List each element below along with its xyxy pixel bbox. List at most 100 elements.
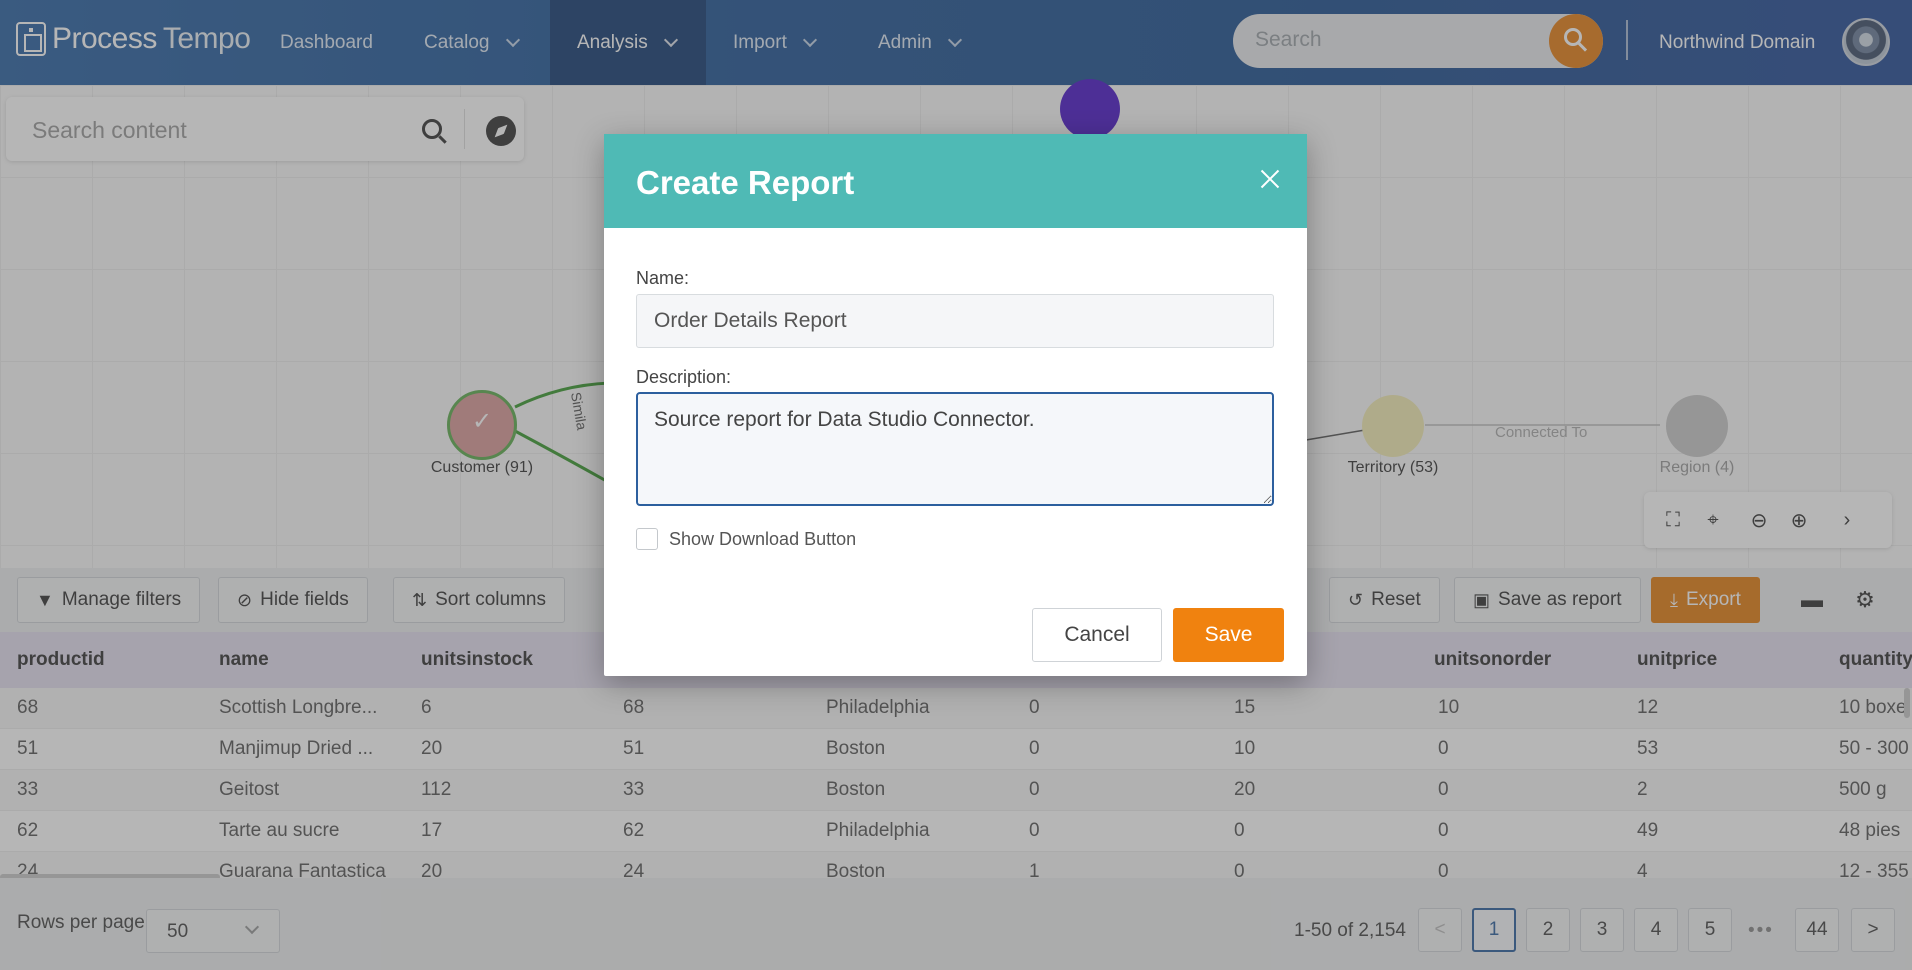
prev-page-button[interactable]: < [1418,908,1462,952]
table-cell: 20 [1234,779,1256,800]
graph-node-customer[interactable]: ✓ [447,390,517,460]
export-button[interactable]: ⤓ Export [1651,577,1760,623]
locate-icon[interactable]: ⌖ [1707,508,1719,531]
table-row[interactable]: 51 Manjimup Dried ... 20 51 Boston 0 10 0 53 50 -… [0,729,1912,770]
dialog-header: Create Report [604,134,1307,228]
hide-fields-button[interactable]: ⊘ Hide fields [218,577,368,623]
table-cell: 53 [1637,738,1659,759]
table-cell: 20 [421,861,443,878]
show-download-checkbox[interactable] [636,528,658,550]
column-header[interactable]: unitsonorder [1434,649,1552,670]
page-button[interactable]: 5 [1688,908,1732,952]
layout-icon[interactable]: ▬ [1801,587,1823,612]
nav-analysis[interactable]: Analysis [550,0,706,85]
table-cell: 0 [1438,779,1449,800]
table-cell: 10 [1438,697,1460,718]
content-search-input[interactable] [32,117,392,144]
save-as-report-button[interactable]: ▣ Save as report [1454,577,1641,623]
last-page-button[interactable]: 44 [1795,908,1839,952]
avatar[interactable] [1842,18,1890,66]
table-cell: 17 [421,820,443,841]
table-row[interactable]: 68 Scottish Longbre... 6 68 Philadelphia 0 15 1… [0,688,1912,729]
cancel-button[interactable]: Cancel [1032,608,1162,662]
nav-admin[interactable]: Admin [850,0,988,85]
page-button[interactable]: 1 [1472,908,1516,952]
compass-icon[interactable] [486,116,516,146]
table-cell: Boston [826,738,886,759]
table-cell: 50 - 300 [1839,738,1909,759]
global-search-input[interactable] [1255,28,1535,52]
gear-icon[interactable]: ⚙ [1855,587,1875,612]
graph-node-top[interactable] [1060,79,1120,139]
table-cell: 0 [1438,738,1449,759]
table-row[interactable]: 33 Geitost 112 33 Boston 0 20 0 2 500 g [0,770,1912,811]
nav-divider [1626,20,1628,60]
close-icon[interactable] [1259,168,1281,190]
sort-icon: ⇅ [412,589,428,610]
table-cell: 15 [1234,697,1256,718]
page-button[interactable]: 4 [1634,908,1678,952]
nav-dashboard-label: Dashboard [280,31,373,53]
graph-node-territory[interactable] [1362,395,1424,457]
table-cell: 10 [1234,738,1256,759]
table-cell: 33 [17,779,39,800]
rows-per-page-select[interactable]: 50 [146,909,280,953]
zoom-in-icon[interactable]: ⊕ [1790,509,1808,532]
rows-per-page-value: 50 [167,921,189,942]
manage-filters-label: Manage filters [61,589,182,610]
search-icon[interactable] [422,119,442,139]
manage-filters-button[interactable]: ▼ Manage filters [17,577,201,623]
table-cell: 51 [17,738,39,759]
table-cell: 62 [17,820,39,841]
domain-selector[interactable]: Northwind Domain [1659,32,1816,53]
table-cell: 6 [421,697,432,718]
next-page-button[interactable]: > [1851,908,1895,952]
name-input[interactable] [636,294,1274,348]
hide-fields-label: Hide fields [260,589,349,610]
description-textarea[interactable]: Source report for Data Studio Connector. [636,392,1274,506]
show-download-label[interactable]: Show Download Button [669,529,857,549]
table-row[interactable]: 62 Tarte au sucre 17 62 Philadelphia 0 0 0 49 48 … [0,811,1912,852]
vertical-scrollbar[interactable] [1904,688,1910,718]
column-header[interactable]: productid [17,649,105,670]
reset-button[interactable]: ↺ Reset [1329,577,1440,623]
table-body: 68 Scottish Longbre... 6 68 Philadelphia 0 15 1… [0,688,1912,878]
nav-catalog[interactable]: Catalog [396,0,546,85]
table-row[interactable]: 24 Guarana Fantastica 20 24 Boston 1 0 0 4 12 - 3… [0,852,1912,878]
top-navbar: Process Tempo Dashboard Catalog Analysis … [0,0,1912,85]
column-header[interactable]: name [219,649,269,670]
check-icon: ✓ [472,408,493,435]
horizontal-scrollbar[interactable] [0,874,220,878]
table-cell: 500 g [1839,779,1887,800]
zoom-out-icon[interactable]: ⊖ [1750,509,1768,532]
node-label-region: Region (4) [1659,459,1735,476]
table-cell: 24 [17,861,39,878]
table-cell: 0 [1029,738,1040,759]
edge-label-connected-to: Connected To [1495,424,1588,441]
logo[interactable]: Process Tempo [16,22,251,56]
global-search-button[interactable] [1549,14,1603,68]
eye-slash-icon: ⊘ [237,589,253,610]
column-header[interactable]: unitprice [1637,649,1718,670]
table-cell: Boston [826,861,886,878]
page-button[interactable]: 2 [1526,908,1570,952]
table-cell: 0 [1029,697,1040,718]
nav-import[interactable]: Import [705,0,843,85]
graph-edge [514,381,611,409]
save-button[interactable]: Save [1173,608,1284,662]
chevron-right-icon[interactable]: › [1843,508,1851,531]
logo-text-process: Process [52,22,157,55]
fullscreen-icon[interactable]: ⛶ [1666,508,1680,531]
page-button[interactable]: 3 [1580,908,1624,952]
sort-columns-button[interactable]: ⇅ Sort columns [393,577,565,623]
column-header[interactable]: quantity [1839,649,1912,670]
floppy-disk-icon: ▣ [1473,589,1491,610]
pagination-ellipsis[interactable]: ••• [1748,920,1774,941]
graph-node-region[interactable] [1666,395,1728,457]
graph-edge [514,429,611,485]
table-cell: 68 [623,697,645,718]
create-report-dialog: Create Report Name: Description: Source … [604,134,1307,676]
undo-icon: ↺ [1348,589,1364,610]
nav-dashboard[interactable]: Dashboard [252,0,401,85]
column-header[interactable]: unitsinstock [421,649,533,670]
